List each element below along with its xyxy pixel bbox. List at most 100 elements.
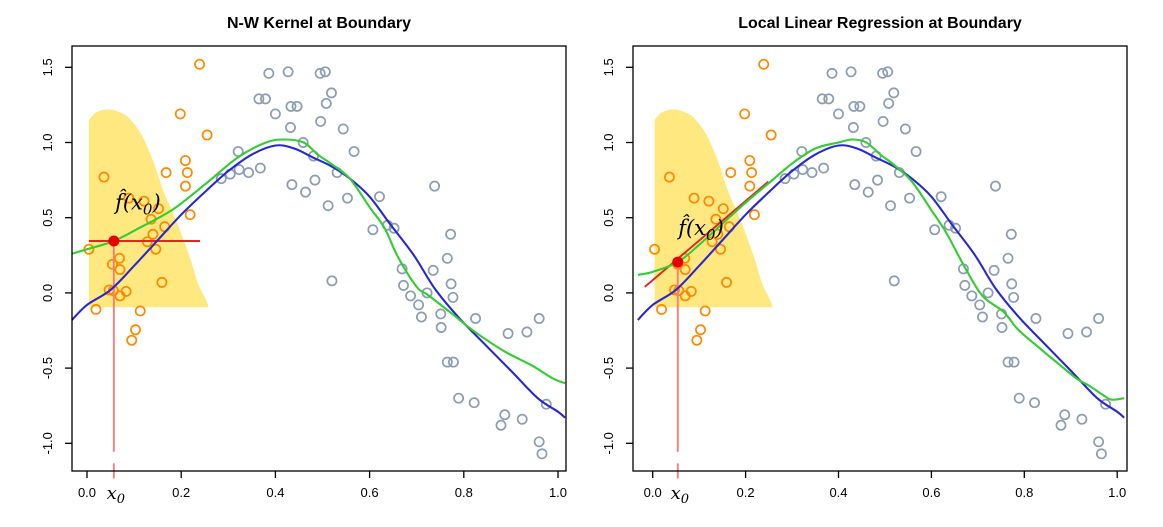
scatter-point (415, 311, 427, 323)
scatter-point (326, 275, 338, 287)
scatter-point-window (126, 334, 138, 346)
scatter-point (435, 322, 447, 333)
x-tick-label: 0.2 (172, 485, 190, 500)
scatter-point (779, 173, 791, 185)
scatter-point (1029, 397, 1040, 409)
y-tick-label: 0.0 (601, 284, 616, 302)
scatter-point (536, 448, 548, 460)
y-tick-label: 1.5 (601, 58, 616, 76)
scatter-point (405, 290, 417, 302)
scatter-point-window (656, 303, 667, 315)
estimate-label-pre: f̂(x (113, 190, 143, 215)
panel-title: Local Linear Regression at Boundary (738, 15, 1022, 32)
y-tick-label: -0.5 (601, 357, 616, 379)
scatter-point (833, 108, 844, 120)
x-tick-label: 0.0 (78, 485, 96, 500)
scatter-point (888, 275, 900, 287)
scatter-point (233, 164, 245, 176)
scatter-point (374, 191, 385, 203)
estimate-marker (108, 235, 120, 247)
x0-axis-label: x0 (107, 483, 125, 507)
scatter-point-window (649, 243, 661, 255)
scatter-point (319, 66, 331, 78)
scatter-point (935, 191, 947, 203)
scatter-point-window (688, 192, 700, 204)
scatter-point-window (725, 167, 737, 179)
scatter-point (253, 93, 265, 105)
scatter-point (263, 67, 275, 79)
scatter-point (215, 173, 227, 185)
scatter-point (959, 279, 971, 291)
scatter-point-window (744, 155, 756, 166)
scatter-point (269, 108, 281, 120)
scatter-point (1093, 313, 1105, 324)
x0-label-sub: 0 (681, 492, 689, 507)
scatter-point (427, 264, 439, 276)
scatter-point (826, 67, 838, 79)
scatter-point (285, 100, 297, 112)
scatter-point (447, 291, 459, 303)
scatter-point (1055, 419, 1067, 431)
x-tick-label: 0.6 (361, 485, 379, 500)
scatter-point (1076, 413, 1088, 425)
scatter-point (1008, 291, 1020, 303)
scatter-point-window (758, 58, 770, 70)
scatter-point (445, 278, 457, 290)
scatter-point (388, 222, 400, 234)
x-tick-label: 0.8 (1015, 485, 1033, 500)
scatter-point (447, 356, 459, 368)
scatter-point (320, 97, 332, 109)
scatter-point (325, 87, 337, 99)
scatter-point (797, 164, 809, 176)
y-tick-label: 0.0 (40, 284, 55, 302)
scatter-point (441, 356, 453, 368)
local-fit-line (644, 180, 769, 288)
scatter-point (413, 299, 425, 311)
fitted-curve (637, 138, 1125, 401)
x0-label-sub: 0 (117, 492, 125, 507)
scatter-point (521, 326, 533, 338)
scatter-point (453, 392, 465, 404)
scatter-point-window (695, 324, 706, 336)
scatter-point (286, 179, 298, 191)
scatter-point (1100, 398, 1112, 410)
scatter-point (1006, 278, 1018, 290)
y-tick-label: 0.5 (40, 209, 55, 227)
scatter-point (1008, 356, 1020, 368)
scatter-point-window (138, 195, 150, 207)
scatter-point (818, 162, 830, 174)
estimate-label-pre: f̂(x (676, 216, 706, 241)
scatter-point (260, 93, 271, 105)
scatter-point-window (179, 180, 191, 192)
scatter-point (996, 322, 1008, 333)
scatter-point (990, 180, 1001, 192)
scatter-point (502, 328, 514, 339)
scatter-point (860, 137, 872, 148)
scatter-point (1002, 356, 1014, 368)
estimate-label-post: ) (715, 216, 724, 240)
x-tick-label: 0.0 (644, 485, 662, 500)
scatter-point-window (710, 213, 722, 225)
scatter-point-window (134, 305, 146, 317)
fitted-curve (71, 138, 566, 385)
scatter-point-window (717, 203, 729, 215)
scatter-point (885, 200, 896, 212)
x0-axis-label: x0 (671, 483, 689, 507)
y-tick-label: 0.5 (601, 209, 616, 227)
scatter-point (342, 192, 353, 204)
scatter-point (823, 93, 835, 105)
y-tick-label: 1.0 (601, 133, 616, 151)
scatter-point (499, 409, 511, 421)
scatter-point (854, 100, 866, 112)
scatter-point (806, 167, 818, 179)
true-function-curve (637, 144, 1125, 419)
scatter-point-window (715, 243, 726, 255)
scatter-point-window (130, 324, 141, 336)
scatter-point (1093, 436, 1105, 448)
scatter-point (533, 313, 545, 324)
scatter-point (291, 100, 303, 112)
plot-box (632, 45, 1128, 472)
scatter-point-window (150, 243, 162, 255)
y-tick-label: 1.0 (40, 133, 55, 151)
